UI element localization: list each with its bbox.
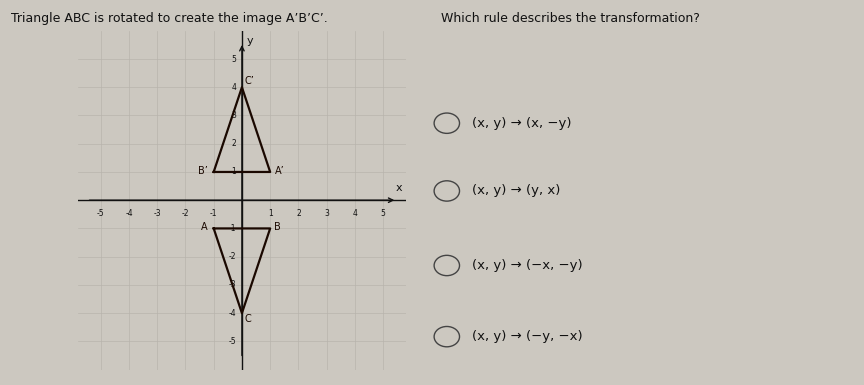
Text: (x, y) → (−x, −y): (x, y) → (−x, −y) — [473, 259, 583, 272]
Text: -1: -1 — [210, 209, 218, 218]
Text: -3: -3 — [154, 209, 161, 218]
Text: A’: A’ — [275, 166, 285, 176]
Text: x: x — [396, 183, 402, 193]
Text: 4: 4 — [232, 83, 236, 92]
Text: 4: 4 — [353, 209, 358, 218]
Text: 2: 2 — [296, 209, 301, 218]
Text: -4: -4 — [229, 309, 236, 318]
Text: 5: 5 — [232, 55, 236, 64]
Text: 3: 3 — [324, 209, 329, 218]
Text: 2: 2 — [232, 139, 236, 148]
Text: y: y — [247, 36, 254, 46]
Text: B’: B’ — [198, 166, 208, 176]
Text: Which rule describes the transformation?: Which rule describes the transformation? — [441, 12, 700, 25]
Text: -2: -2 — [229, 252, 236, 261]
Text: C: C — [245, 314, 251, 324]
Text: -5: -5 — [229, 337, 236, 346]
Text: -1: -1 — [229, 224, 236, 233]
Text: (x, y) → (y, x): (x, y) → (y, x) — [473, 184, 561, 198]
Text: C’: C’ — [244, 76, 254, 86]
Text: 3: 3 — [232, 111, 236, 120]
Text: Triangle ABC is rotated to create the image A’B’C’.: Triangle ABC is rotated to create the im… — [11, 12, 328, 25]
Text: -5: -5 — [97, 209, 105, 218]
Text: (x, y) → (−y, −x): (x, y) → (−y, −x) — [473, 330, 583, 343]
Text: 1: 1 — [232, 167, 236, 176]
Text: -2: -2 — [181, 209, 189, 218]
Text: 5: 5 — [381, 209, 385, 218]
Text: A: A — [201, 222, 208, 232]
Text: (x, y) → (x, −y): (x, y) → (x, −y) — [473, 117, 572, 130]
Text: 1: 1 — [268, 209, 272, 218]
Text: -4: -4 — [125, 209, 133, 218]
Text: -3: -3 — [229, 280, 236, 290]
Text: B: B — [274, 222, 281, 232]
